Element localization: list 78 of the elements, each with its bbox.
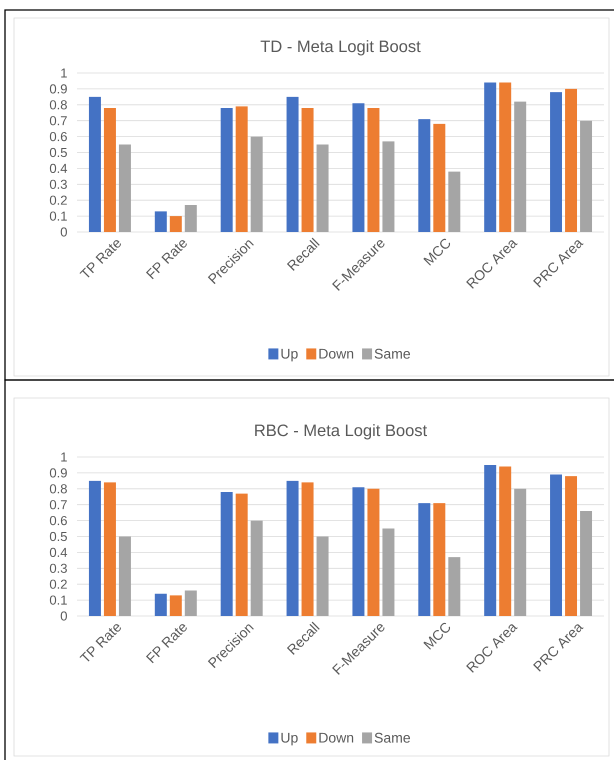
bar [367,108,380,232]
bar [236,494,248,616]
bar [352,103,364,232]
bar [154,211,167,232]
bar [565,476,578,616]
bar [448,172,460,232]
bar [170,595,182,616]
bar [382,141,394,232]
bar [352,487,364,616]
bar [484,464,496,616]
y-tick-label: 1 [61,68,67,78]
bar [184,590,197,616]
bar [250,136,263,232]
bar [514,102,526,232]
y-tick-label: 0.3 [50,564,67,573]
bar [499,466,512,616]
legend-label: Up [281,732,298,746]
chart-title: RBC - Meta Logit Boost [255,424,428,440]
bar [382,528,394,616]
bar [580,120,592,232]
y-tick-label: 0.4 [50,164,68,173]
bar [418,503,430,616]
legend-label: Down [319,348,354,359]
bar [367,488,380,616]
bar [104,482,116,616]
bar [88,480,101,616]
y-tick-label: 0.8 [50,100,67,110]
y-tick-label: 0.2 [50,196,67,205]
bar [220,108,233,232]
y-tick-label: 0.4 [50,548,68,557]
bar [316,536,329,616]
legend-label: Up [281,348,298,362]
chart-title: TD - Meta Logit Boost [260,40,421,56]
bar [418,119,430,232]
legend-label: Same [374,348,410,359]
legend-label: Same [374,732,410,743]
bar [550,474,562,616]
bar [302,482,314,616]
bar [514,488,526,616]
bar [302,108,314,232]
y-tick-label: 0.7 [50,500,67,510]
bar [250,520,263,616]
bar [484,82,496,232]
y-tick-label: 1 [61,452,67,462]
bar [448,557,460,616]
bar [88,96,101,232]
y-tick-label: 0.1 [50,211,67,221]
bar [433,124,446,232]
bar [220,492,233,616]
bar [499,82,512,232]
y-tick-label: 0.1 [50,595,67,605]
bar [433,503,446,616]
y-tick-label: 0.3 [50,180,67,189]
y-tick-label: 0.9 [50,468,67,478]
bar [565,88,578,232]
bar [550,92,562,232]
bar [580,511,592,616]
y-tick-label: 0.7 [50,116,67,126]
bar [184,204,197,232]
y-tick-label: 0.8 [50,484,67,494]
bar [286,96,299,232]
bar [118,144,131,232]
bar [286,480,299,616]
y-tick-label: 0.6 [50,516,67,526]
y-tick-label: 0 [60,227,67,237]
y-tick-label: 0.5 [50,148,67,158]
y-tick-label: 0 [60,611,67,621]
bar [170,216,182,232]
bar [104,108,116,232]
bar [316,144,329,232]
bar [236,106,248,232]
y-tick-label: 0.6 [50,132,67,142]
bar [154,594,167,616]
y-tick-label: 0.5 [50,532,67,542]
y-tick-label: 0.9 [50,84,67,94]
bar [118,536,131,616]
legend-label: Down [319,732,354,743]
y-tick-label: 0.2 [50,580,67,589]
